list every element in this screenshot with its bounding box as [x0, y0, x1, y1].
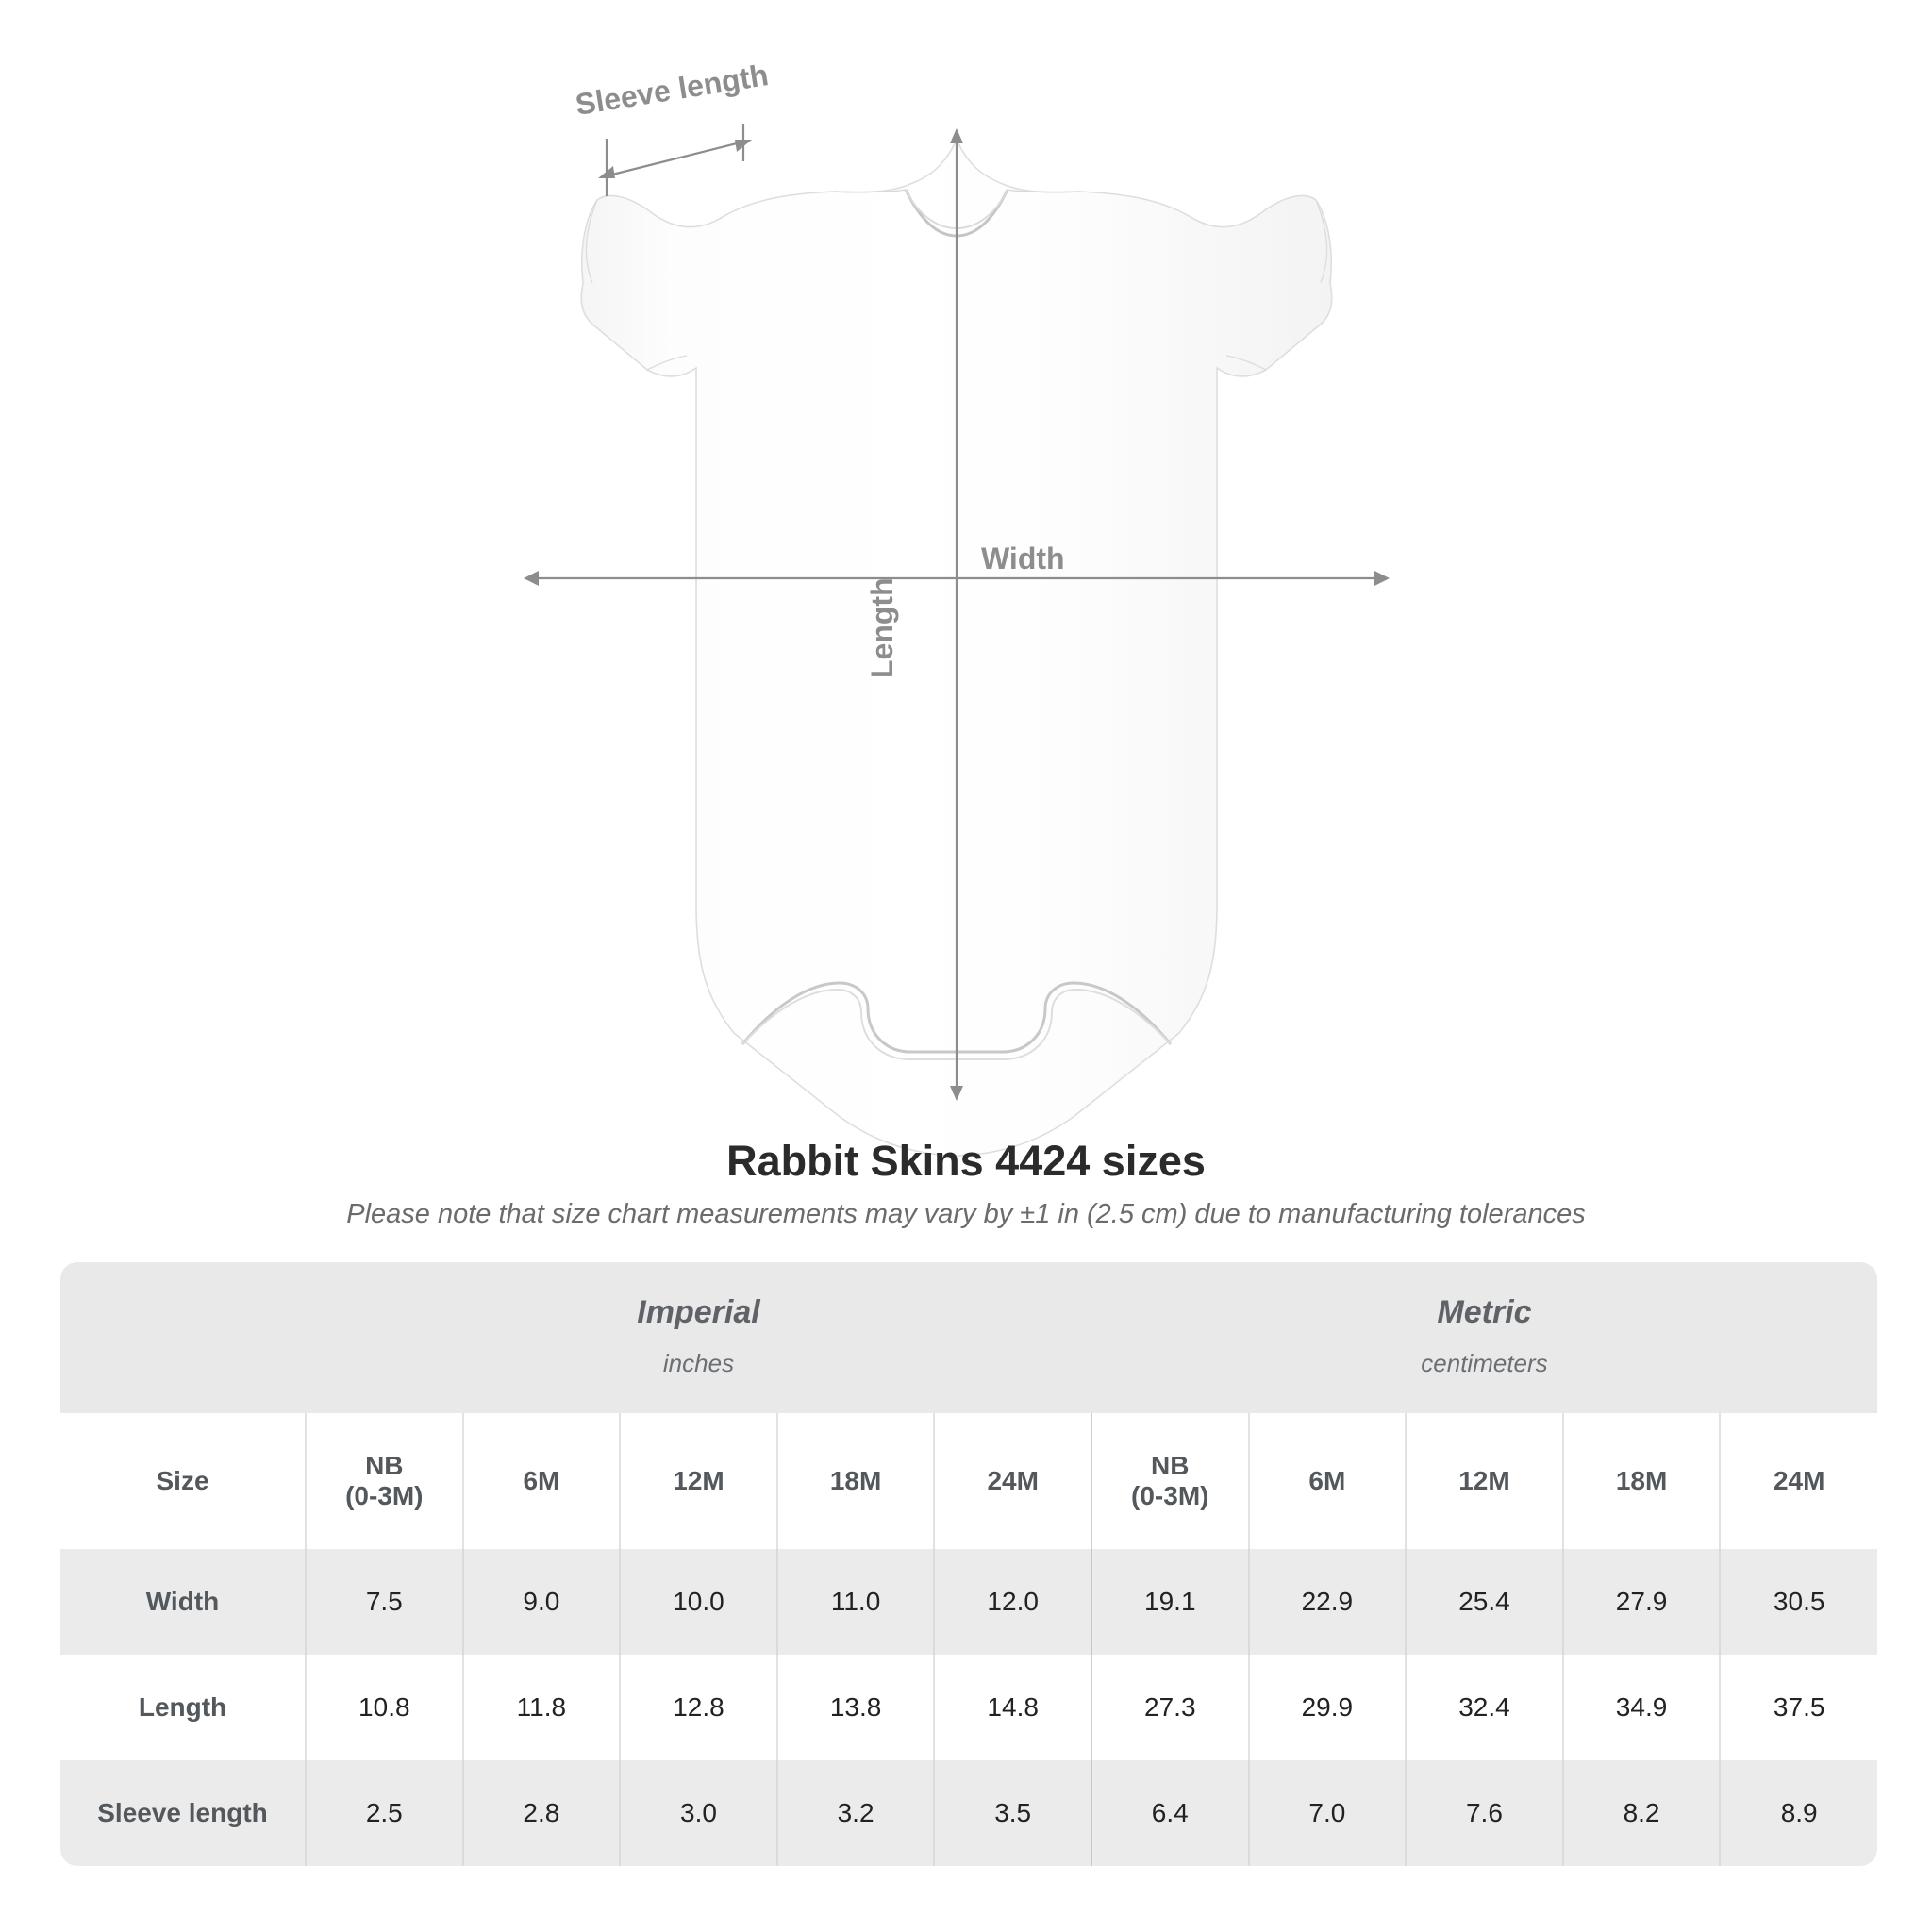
svg-text:Sleeve length: Sleeve length — [573, 58, 770, 122]
svg-text:Width: Width — [981, 541, 1065, 575]
svg-text:Length: Length — [865, 577, 899, 678]
